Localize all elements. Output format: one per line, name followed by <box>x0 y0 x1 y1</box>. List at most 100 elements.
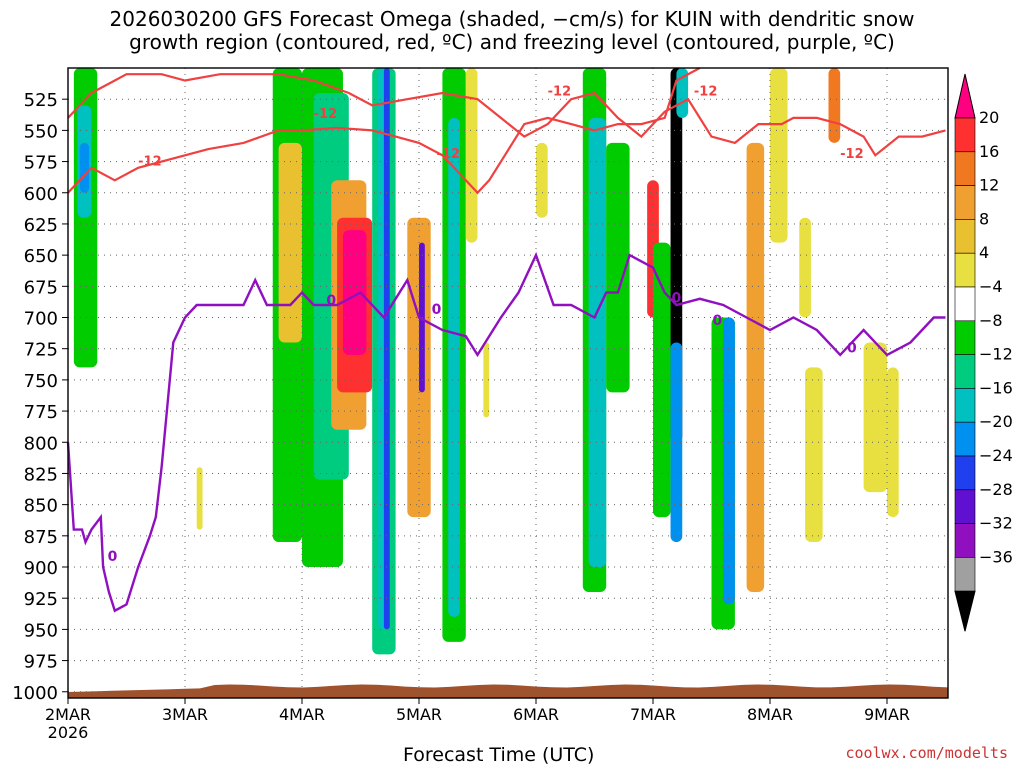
omega-cell <box>483 342 490 418</box>
colorbar-label: −8 <box>979 311 1003 330</box>
colorbar-segment <box>954 523 976 558</box>
omega-cell <box>887 367 899 518</box>
omega-cell <box>465 68 478 243</box>
omega-cell <box>342 230 367 355</box>
dgz-contour-label: -12 <box>314 107 338 122</box>
y-tick-label: 925 <box>24 589 58 610</box>
omega-cell <box>863 342 887 493</box>
omega-shading <box>73 68 899 655</box>
omega-cell <box>653 242 671 518</box>
omega-cell <box>79 142 90 193</box>
y-tick-label: 625 <box>24 215 58 236</box>
omega-cell <box>448 117 460 617</box>
y-tick-label: 775 <box>24 402 58 423</box>
x-tick-label: 6MAR <box>513 705 559 724</box>
y-tick-label: 725 <box>24 340 58 361</box>
dgz-contour-label: -12 <box>437 147 461 162</box>
colorbar-segment <box>954 117 976 153</box>
y-tick-label: 875 <box>24 527 58 548</box>
omega-cell <box>723 317 735 605</box>
dgz-contour-label: -12 <box>138 154 162 169</box>
terrain-surface <box>68 684 948 698</box>
freezing-contour-label: 0 <box>712 313 722 329</box>
colorbar-segment <box>954 320 976 355</box>
colorbar-label: 4 <box>979 243 989 262</box>
dgz-upper-contour <box>67 73 946 157</box>
colorbar-label: −16 <box>979 378 1013 397</box>
colorbar-top-arrow <box>954 73 976 119</box>
omega-cell <box>828 68 841 143</box>
colorbar-label: −28 <box>979 480 1013 499</box>
x-tick-label: 8MAR <box>747 705 793 724</box>
y-tick-label: 525 <box>24 90 58 111</box>
colorbar-segment <box>954 286 976 322</box>
omega-cell <box>419 242 425 393</box>
colorbar-label: 12 <box>979 176 999 195</box>
omega-cell <box>196 467 203 530</box>
chart-title-line2: growth region (contoured, red, ºC) and f… <box>129 30 895 54</box>
omega-cell <box>770 68 788 243</box>
freezing-contour-label: 0 <box>326 293 336 309</box>
terrain-fill <box>68 684 948 698</box>
colorbar-bottom-arrow <box>954 590 976 632</box>
colorbar-label: −20 <box>979 412 1013 431</box>
colorbar-label: −24 <box>979 446 1013 465</box>
chart-title-line1: 2026030200 GFS Forecast Omega (shaded, −… <box>109 7 915 31</box>
freezing-contour-label: 0 <box>672 291 682 307</box>
freezing-contour-label: 0 <box>108 549 118 565</box>
x-tick-label: 2MAR <box>45 705 91 724</box>
contour-labels: -12 -12 -12 -12 -12 -12 0 0 0 0 0 0 <box>108 84 864 564</box>
y-tick-label: 850 <box>24 496 58 517</box>
colorbar-segment <box>954 151 976 186</box>
dgz-contour-label: -12 <box>694 84 718 99</box>
omega-cell <box>746 142 765 592</box>
y-tick-label: 950 <box>24 620 58 641</box>
y-tick-label: 975 <box>24 652 58 673</box>
freezing-contour-label: 0 <box>432 302 442 318</box>
colorbar-label: 16 <box>979 142 999 161</box>
y-tick-label: 675 <box>24 277 58 298</box>
colorbar-segment <box>954 557 976 592</box>
y-tick-label: 825 <box>24 464 58 485</box>
x-year-label: 2026 <box>48 723 89 742</box>
freezing-level-contour <box>66 251 946 613</box>
colorbar-segment <box>954 252 976 288</box>
colorbar-label: 20 <box>979 108 999 127</box>
freezing-contour-label: 0 <box>847 340 857 356</box>
y-tick-label: 750 <box>24 371 58 392</box>
omega-cell <box>670 342 683 543</box>
x-tick-label: 4MAR <box>279 705 325 724</box>
y-tick-label: 600 <box>24 184 58 205</box>
site-credit: coolwx.com/modelts <box>845 744 1008 762</box>
colorbar-label: −36 <box>979 547 1013 566</box>
dgz-lower-contour <box>67 67 701 195</box>
colorbar: 20 16 12 8 4 −4 −8 −12 −16 −20 −24 −28 −32 −36 <box>954 73 1013 632</box>
colorbar-segment <box>954 219 976 254</box>
colorbar-label: 8 <box>979 209 989 228</box>
x-axis-label: Forecast Time (UTC) <box>403 744 595 766</box>
y-tick-label: 700 <box>24 309 58 330</box>
colorbar-label: −4 <box>979 277 1003 296</box>
dgz-contour-label: -12 <box>548 84 572 99</box>
omega-cell <box>278 142 302 343</box>
colorbar-segment <box>954 354 976 389</box>
omega-cell <box>676 68 689 118</box>
y-axis-ticks: 525 550 575 600 625 650 675 700 725 750 775 800 825 8… <box>12 90 68 704</box>
y-tick-label: 575 <box>24 153 58 174</box>
colorbar-label: −12 <box>979 345 1013 364</box>
chart-title: 2026030200 GFS Forecast Omega (shaded, −… <box>0 8 1024 54</box>
colorbar-segment <box>954 455 976 491</box>
omega-cell <box>805 367 823 543</box>
x-tick-label: 9MAR <box>864 705 910 724</box>
colorbar-segment <box>954 489 976 524</box>
y-tick-label: 550 <box>24 121 58 142</box>
y-tick-label: 1000 <box>12 683 58 704</box>
dgz-contour-label: -12 <box>840 147 864 162</box>
colorbar-segment <box>954 421 976 457</box>
x-axis-ticks: 2MAR 3MAR 4MAR 5MAR 6MAR 7MAR 8MAR 9MAR 2026 <box>45 698 910 742</box>
colorbar-label: −32 <box>979 514 1013 533</box>
omega-cell <box>799 217 811 318</box>
plot-frame <box>67 67 949 699</box>
x-tick-label: 3MAR <box>162 705 208 724</box>
